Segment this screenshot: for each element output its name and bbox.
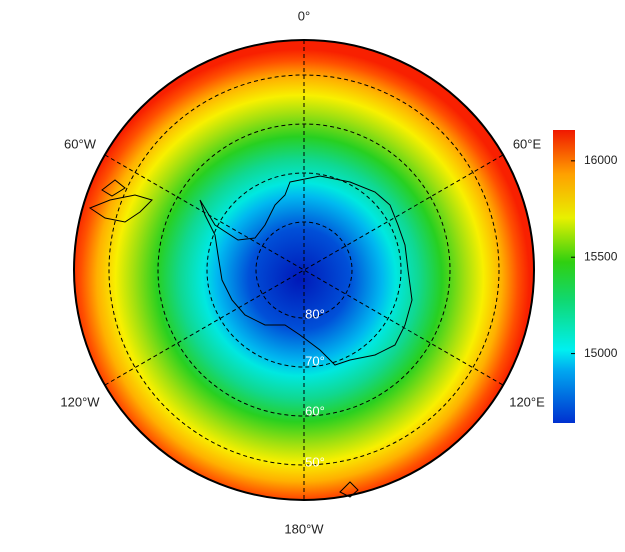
lon-label: 60°E — [513, 136, 542, 151]
antarctica-coastline — [199, 175, 413, 366]
parallel — [108, 74, 500, 466]
graticule — [104, 40, 504, 500]
lat-label: 70° — [305, 353, 325, 368]
lon-label: 60°W — [64, 136, 97, 151]
colorbar-tick-label: 16000 — [584, 153, 618, 167]
parallel — [255, 221, 353, 319]
lon-label: 0° — [298, 8, 310, 23]
lat-label: 80° — [305, 306, 325, 321]
parallel — [206, 172, 402, 368]
lat-label: 60° — [305, 403, 325, 418]
colorbar-tick-label: 15500 — [584, 249, 618, 263]
field — [74, 40, 534, 500]
colorbar — [553, 130, 575, 423]
parallel — [157, 123, 451, 417]
south-america-coastline — [88, 179, 153, 223]
lon-label: 180°W — [284, 521, 324, 536]
lon-label: 120°W — [60, 394, 100, 409]
map-border — [73, 39, 535, 501]
colorbar-tick-label: 15000 — [584, 346, 618, 360]
lat-label: 50° — [305, 454, 325, 469]
lon-label: 120°E — [509, 394, 545, 409]
